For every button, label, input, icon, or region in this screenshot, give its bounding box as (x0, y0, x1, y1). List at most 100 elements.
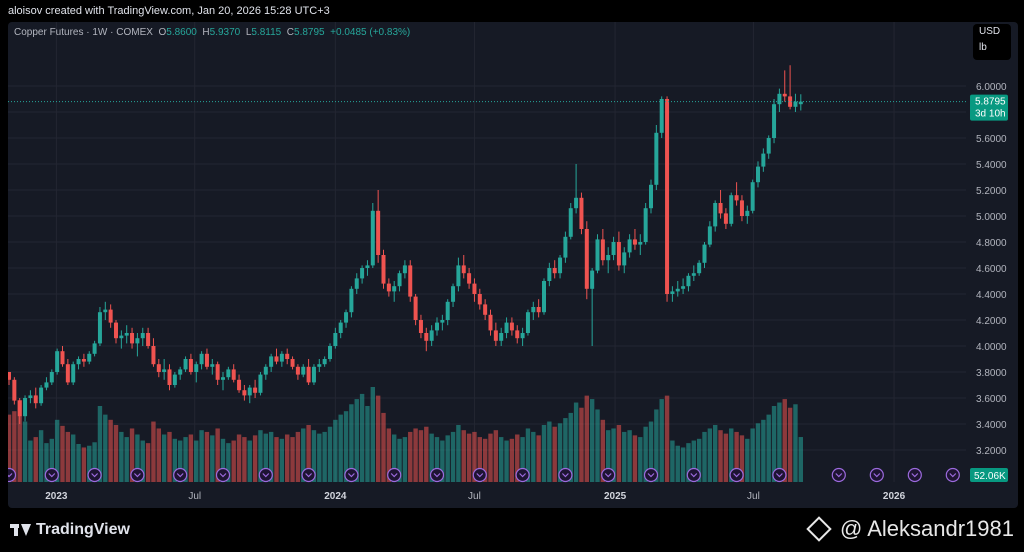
candle-body (675, 288, 680, 292)
upcoming-event-arrow (835, 473, 843, 478)
event-marker-icon (472, 467, 487, 483)
candle-body (338, 322, 343, 333)
unit-label: lb (979, 42, 987, 53)
currency-unit-button[interactable]: USD lb (973, 24, 1011, 60)
upcoming-event-arrow (911, 473, 919, 478)
volume-bar (113, 425, 119, 482)
event-marker-arrow (305, 473, 313, 478)
upcoming-event-icon (907, 467, 922, 483)
event-marker-ring (344, 467, 359, 483)
candle-body (263, 366, 268, 375)
candle-body (691, 273, 696, 276)
candle-body (568, 208, 573, 237)
candle-body (766, 138, 771, 154)
volume-bar (584, 395, 589, 482)
candle-body (231, 369, 236, 380)
candle-body (504, 322, 509, 333)
volume-bar (33, 437, 38, 482)
event-marker-icon (729, 467, 744, 483)
y-tick-label: 4.2000 (976, 316, 1007, 327)
volume-bar (493, 430, 499, 482)
candle-body (616, 242, 621, 266)
volume-bar (499, 437, 504, 482)
candle-body (456, 265, 461, 287)
event-marker-arrow (390, 473, 398, 478)
candle-body (376, 210, 381, 255)
volume-bar (675, 445, 680, 482)
high-label: H (202, 27, 210, 38)
tradingview-logo[interactable]: TradingView (10, 521, 130, 539)
candle-body (103, 309, 108, 313)
symbol-legend[interactable]: Copper Futures · 1W · COMEX O5.8600 H5.9… (14, 27, 410, 38)
volume-bar (359, 393, 365, 482)
candle-body (734, 195, 739, 201)
candle-body (55, 351, 60, 372)
candle-body (215, 364, 220, 380)
volume-bar (252, 435, 258, 482)
candle-body (328, 346, 332, 359)
candle-body (552, 268, 557, 274)
candle-body (798, 101, 803, 105)
event-marker-arrow (519, 473, 527, 478)
volume-bar (22, 421, 28, 482)
volume-bar (402, 437, 408, 482)
event-marker-icon (643, 467, 659, 483)
volume-bar (210, 435, 215, 482)
event-marker-ring (301, 467, 316, 483)
volume-bar (440, 440, 445, 482)
y-tick-label: 4.8000 (976, 238, 1007, 249)
volume-bar (755, 423, 761, 482)
volume-bar (531, 431, 536, 482)
upcoming-event-ring (831, 467, 846, 483)
candle-body (92, 343, 97, 354)
volume-bar (135, 434, 140, 482)
event-marker-icon (686, 467, 701, 483)
candle-body (659, 99, 664, 133)
candle-body (33, 395, 38, 404)
event-marker-arrow (647, 473, 655, 478)
candlestick-chart[interactable]: 6.00005.80005.60005.40005.20005.00004.80… (8, 22, 1018, 508)
upcoming-event-arrow (873, 473, 881, 478)
volume-bar (327, 426, 333, 482)
volume-bar (670, 440, 675, 482)
y-tick-label: 6.0000 (976, 82, 1007, 93)
candle-body (108, 309, 113, 323)
volume-bar (343, 411, 349, 482)
candle-body (306, 366, 311, 383)
volume-bar (696, 438, 702, 482)
candle-body (135, 338, 140, 344)
candle-body (365, 265, 370, 268)
candle-body (322, 359, 327, 365)
candle-body (60, 351, 65, 365)
volume-bar (306, 425, 311, 482)
volume-bar (44, 443, 49, 482)
candle-body (739, 200, 744, 216)
volume-bar (38, 430, 44, 482)
candle-body (590, 270, 595, 289)
volume-bar (247, 440, 252, 482)
close-value: 5.8795 (294, 27, 325, 38)
event-marker-icon (87, 467, 102, 483)
y-tick-label: 3.6000 (976, 394, 1007, 405)
volume-bar (279, 438, 285, 482)
candle-body (638, 242, 643, 245)
candle-body (493, 330, 498, 341)
event-marker-arrow (604, 473, 612, 478)
candle-body (17, 400, 22, 417)
candle-body (483, 304, 488, 315)
event-marker-arrow (433, 473, 441, 478)
candle-body (81, 359, 86, 362)
volume-bar (509, 438, 515, 482)
event-marker-arrow (347, 473, 355, 478)
candle-body (595, 239, 600, 271)
volume-bar (434, 437, 440, 482)
candle-body (344, 312, 349, 323)
candle-body (146, 333, 151, 346)
tradingview-logo-icon (10, 524, 31, 536)
candle-body (649, 184, 653, 209)
chart-panel[interactable]: 6.00005.80005.60005.40005.20005.00004.80… (8, 22, 1018, 508)
event-marker-arrow (733, 473, 741, 478)
candle-body (392, 286, 397, 292)
volume-bar (461, 430, 466, 482)
volume-bar (729, 428, 734, 482)
